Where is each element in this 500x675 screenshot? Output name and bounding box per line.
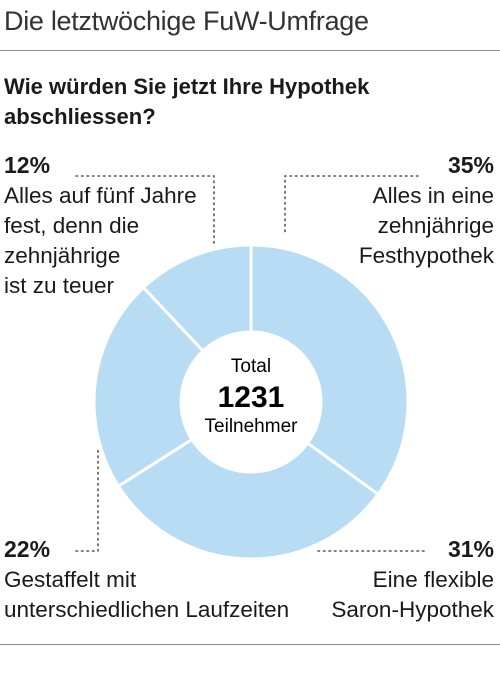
leader-lines-group (75, 175, 425, 552)
slice-label-fixed-10y: 35% Alles in eine zehnjährige Festhypoth… (359, 150, 494, 271)
leader-fixed-10y (284, 175, 419, 233)
slice-pct: 35% (447, 152, 494, 178)
slice-pct: 31% (447, 536, 494, 562)
leader-fixed-5y (75, 175, 215, 245)
slice-pct: 12% (4, 152, 51, 178)
slice-pct: 22% (4, 536, 51, 562)
slices-group (92, 243, 410, 561)
center-total-value: 1231 (218, 381, 285, 414)
bottom-divider (0, 644, 500, 645)
slice-label-fixed-5y: 12% Alles auf fünf Jahre fest, denn die … (4, 150, 197, 301)
slice-fixed-5y (141, 243, 253, 354)
center-participants-label: Teilnehmer (205, 416, 299, 437)
survey-question: Wie würden Sie jetzt Ihre Hypothek absch… (4, 74, 370, 129)
slice-text: Alles auf fünf Jahre fest, denn die zehn… (4, 183, 197, 298)
leader-staggered (75, 447, 99, 552)
slice-text: Alles in eine zehnjährige Festhypothek (358, 183, 494, 268)
slice-label-saron: 31% Eine flexible Saron-Hypothek (331, 534, 494, 625)
slice-staggered (92, 285, 206, 489)
top-divider (0, 50, 500, 51)
slice-saron (116, 437, 381, 561)
slice-fixed-10y (249, 243, 410, 497)
slice-text: Eine flexible Saron-Hypothek (331, 567, 494, 622)
slice-label-staggered: 22% Gestaffelt mit unterschiedlichen Lau… (4, 534, 289, 625)
slice-text: Gestaffelt mit unterschiedlichen Laufzei… (4, 567, 290, 622)
page-title: Die letztwöchige FuW-Umfrage (4, 6, 369, 36)
center-total-label: Total (231, 356, 271, 377)
